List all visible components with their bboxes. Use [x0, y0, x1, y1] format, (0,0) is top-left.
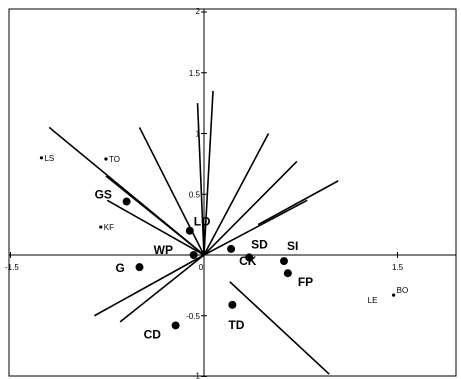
point-label: BO	[397, 286, 409, 295]
point-label: FP	[298, 275, 313, 289]
data-point	[39, 156, 44, 160]
point-label: TD	[228, 318, 244, 332]
data-point	[392, 293, 396, 297]
point-label: SI	[287, 239, 298, 253]
vector-line	[257, 180, 339, 226]
point-label: LE	[368, 296, 378, 305]
vector-line	[203, 199, 308, 256]
x-tick-label: -1.5	[5, 263, 19, 272]
point-label: LO	[194, 215, 211, 229]
data-point	[135, 263, 144, 272]
x-tick-label: 0	[199, 263, 204, 272]
vector-line	[203, 90, 214, 256]
data-point	[171, 321, 180, 330]
vector-line	[119, 254, 205, 323]
y-tick-label: 0.5	[189, 190, 201, 199]
point-label: KF	[104, 223, 114, 232]
vector-line	[106, 199, 205, 256]
vectors	[48, 90, 339, 375]
data-point	[283, 269, 292, 278]
y-tick-label: -0.5	[186, 312, 200, 321]
point-label: CD	[144, 327, 162, 341]
y-tick-label: -1	[193, 372, 201, 379]
point-label: GS	[95, 188, 112, 202]
point-label: TO	[109, 155, 120, 164]
data-point	[228, 300, 237, 309]
x-tick-label: 1.5	[392, 263, 404, 272]
axes	[9, 9, 456, 376]
vector-line	[203, 133, 270, 256]
data-point	[99, 225, 103, 229]
data-point	[185, 226, 194, 235]
data-point	[189, 251, 198, 259]
point-label: G	[116, 261, 125, 275]
vector-line	[105, 175, 205, 256]
data-point	[245, 253, 254, 262]
y-tick-label: 1.5	[189, 69, 201, 78]
vector-line	[138, 127, 205, 256]
vector-line	[203, 160, 298, 256]
vector-line	[93, 254, 205, 317]
vector-line	[196, 103, 205, 256]
points: GSLOWPGCKSDSIFPTDCDLSTOKFBOLE	[39, 154, 409, 341]
data-point	[227, 244, 236, 253]
data-point	[122, 197, 131, 206]
y-tick-label: 1	[196, 130, 201, 139]
point-label: LS	[44, 154, 54, 163]
data-point	[279, 257, 288, 266]
data-point	[104, 157, 108, 161]
vector-line	[229, 281, 330, 375]
point-label: WP	[154, 243, 173, 257]
point-label: SD	[251, 237, 268, 251]
tick-labels: -1.5 0 1.5 2 1.5 1 0.5 -0.5 -1	[5, 7, 404, 379]
plot-frame	[8, 8, 457, 377]
y-tick-label: 2	[196, 7, 201, 16]
